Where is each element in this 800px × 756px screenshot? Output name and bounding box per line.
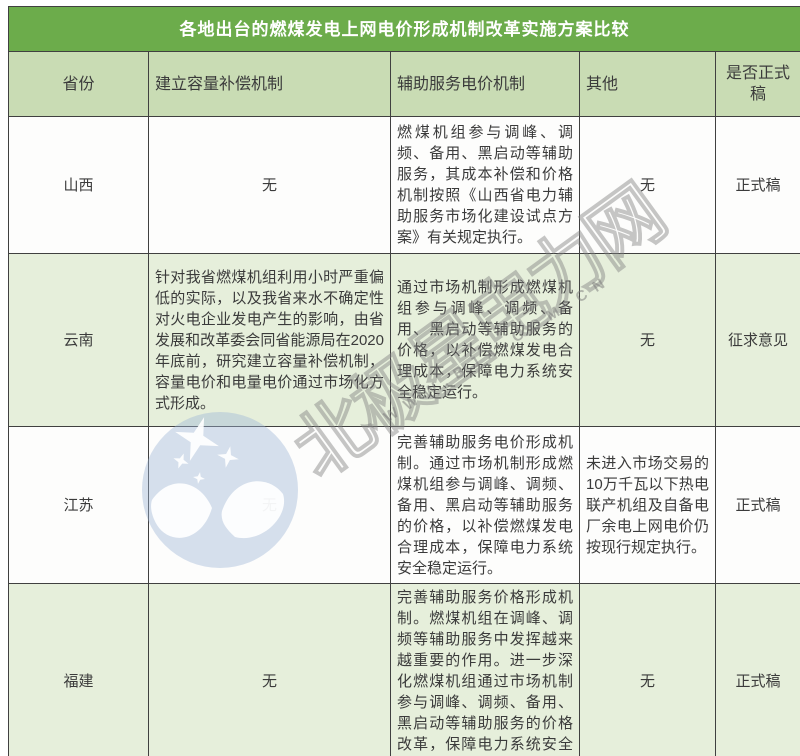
cell-capacity-mechanism: 无 — [148, 583, 391, 756]
cell-ancillary-service: 完善辅助服务价格形成机制。燃煤机组在调峰、调频等辅助服务中发挥越来越重要的作用。… — [390, 583, 580, 756]
comparison-table: 各地出台的燃煤发电上网电价形成机制改革实施方案比较 省份 建立容量补偿机制 辅助… — [7, 6, 800, 756]
column-header-capacity-mechanism: 建立容量补偿机制 — [148, 51, 391, 117]
cell-capacity-mechanism: 无 — [148, 426, 391, 584]
table-title-row: 各地出台的燃煤发电上网电价形成机制改革实施方案比较 — [7, 6, 800, 52]
cell-status: 正式稿 — [714, 116, 800, 254]
cell-other: 未进入市场交易的10万千瓦以下热电联产机组及自备电厂余电上网电价仍按现行规定执行… — [579, 426, 716, 584]
cell-ancillary-service: 通过市场机制形成燃煤机组参与调峰、调频、备用、黑启动等辅助服务的价格，以补偿燃煤… — [390, 253, 580, 427]
table-row-fujian: 福建 无 完善辅助服务价格形成机制。燃煤机组在调峰、调频等辅助服务中发挥越来越重… — [8, 583, 800, 756]
cell-ancillary-service: 燃煤机组参与调峰、调频、备用、黑启动等辅助服务，其成本补偿和价格机制按照《山西省… — [390, 116, 580, 254]
table-header-row: 省份 建立容量补偿机制 辅助服务电价机制 其他 是否正式稿 — [8, 51, 800, 117]
cell-province: 福建 — [8, 583, 149, 756]
cell-status: 正式稿 — [714, 426, 800, 584]
table-row-shanxi: 山西 无 燃煤机组参与调峰、调频、备用、黑启动等辅助服务，其成本补偿和价格机制按… — [8, 116, 800, 254]
cell-province: 云南 — [8, 253, 149, 427]
cell-capacity-mechanism: 针对我省燃煤机组利用小时严重偏低的实际，以及我省来水不确定性对火电企业发电产生的… — [148, 253, 391, 427]
cell-status: 征求意见 — [714, 253, 800, 427]
column-header-other: 其他 — [579, 51, 716, 117]
cell-other: 无 — [579, 583, 716, 756]
cell-other: 无 — [579, 116, 716, 254]
table-title: 各地出台的燃煤发电上网电价形成机制改革实施方案比较 — [7, 6, 800, 52]
column-header-status: 是否正式稿 — [714, 51, 800, 117]
table-row-jiangsu: 江苏 无 完善辅助服务电价形成机制。通过市场机制形成燃煤机组参与调峰、调频、备用… — [8, 426, 800, 584]
table-row-yunnan: 云南 针对我省燃煤机组利用小时严重偏低的实际，以及我省来水不确定性对火电企业发电… — [8, 253, 800, 427]
cell-ancillary-service: 完善辅助服务电价形成机制。通过市场机制形成燃煤机组参与调峰、调频、备用、黑启动等… — [390, 426, 580, 584]
cell-other: 无 — [579, 253, 716, 427]
cell-province: 山西 — [8, 116, 149, 254]
column-header-ancillary-service: 辅助服务电价机制 — [390, 51, 580, 117]
cell-status: 正式稿 — [714, 583, 800, 756]
cell-capacity-mechanism: 无 — [148, 116, 391, 254]
column-header-province: 省份 — [8, 51, 149, 117]
cell-province: 江苏 — [8, 426, 149, 584]
